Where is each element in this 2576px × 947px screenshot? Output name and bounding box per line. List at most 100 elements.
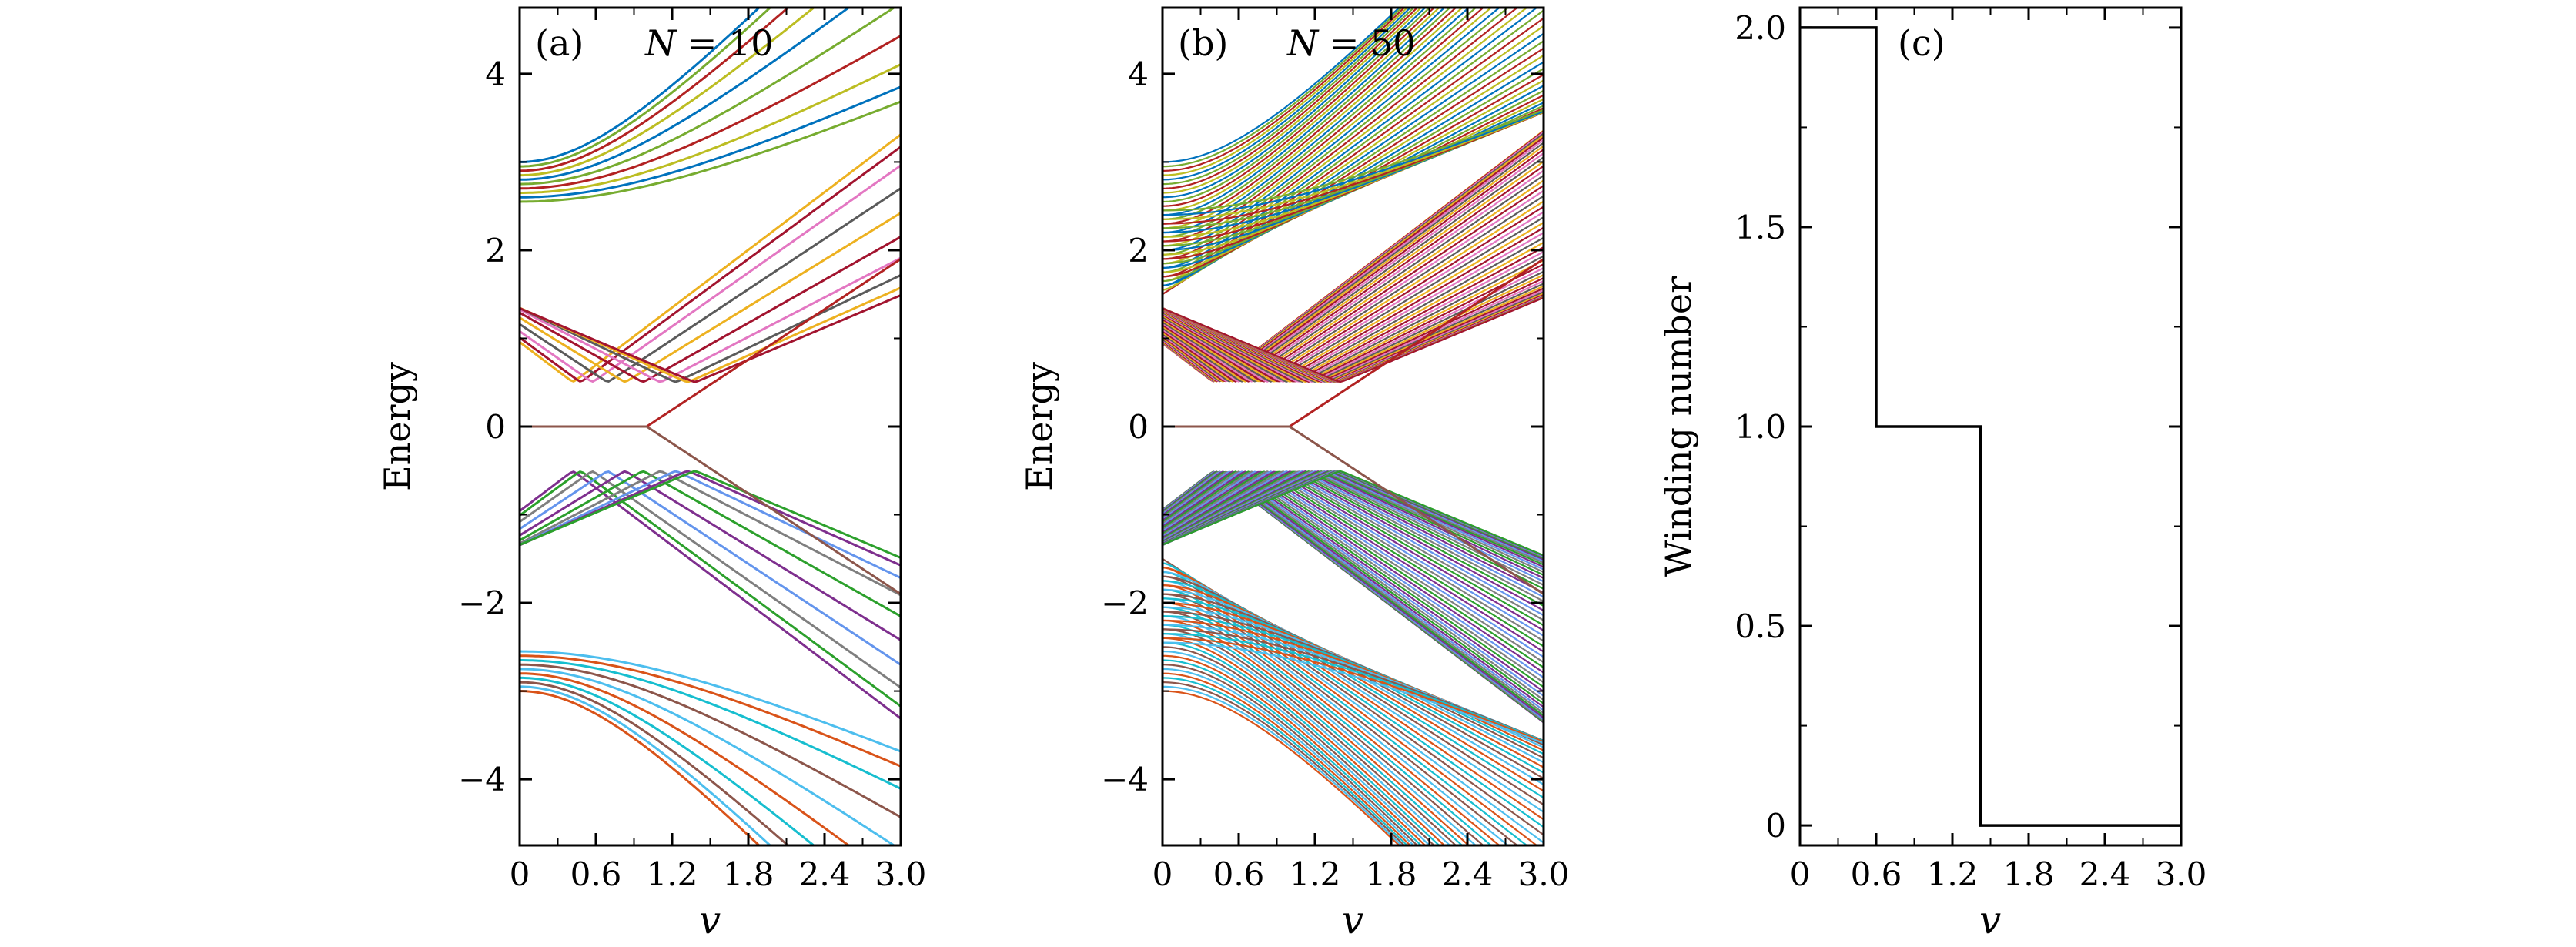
panel-a-band-line (520, 8, 761, 163)
panel-b-band-line (1163, 641, 1544, 745)
panel-b-band-line (1163, 593, 1519, 845)
panel-c-ytick-label: 1.5 (1735, 209, 1786, 246)
panel-b-band-line (1163, 232, 1544, 383)
panel-b-band-line (1163, 575, 1544, 836)
panel-b-band-line (1163, 8, 1415, 186)
panel-b-band-line (1163, 659, 1423, 845)
panel-c-ytick-label: 0 (1765, 807, 1786, 845)
panel-b-band-line (1163, 646, 1436, 845)
panel-b-band-line (1163, 633, 1544, 742)
panel-b-band-line (1163, 179, 1544, 383)
panel-a-band-line (520, 470, 901, 617)
panel-a-lines (520, 8, 901, 845)
panel-b-band-line (1163, 8, 1510, 256)
panel-b-band-line (1163, 668, 1415, 845)
panel-c-frame (1798, 6, 2183, 847)
panel-b-xtick-label: 2.4 (1442, 855, 1494, 893)
panel-b-xtick-label: 1.2 (1290, 855, 1341, 893)
panel-b-ticks: 0 0.6 1.2 1.8 2.4 3.0 −4 −2 0 2 4 (1101, 8, 1569, 893)
panel-b-band-line (1163, 216, 1544, 383)
panel-b-annotation: N = 50 (1286, 22, 1416, 64)
panel-b-band-line (1163, 654, 1427, 845)
panel-a-band-line (520, 685, 772, 845)
panel-b-band-line (1163, 109, 1544, 212)
panel-b-band-line (1163, 255, 1544, 383)
panel-b-band-line (1163, 584, 1538, 845)
panel-a-band-line (520, 100, 901, 203)
panel-c-ytick-label: 0.5 (1735, 607, 1786, 645)
panel-b-band-line (1163, 8, 1446, 216)
panel-c-xtick-label: 1.8 (2003, 855, 2055, 893)
panel-c-ytick-label: 2.0 (1735, 9, 1786, 47)
panel-b-band-line (1163, 8, 1519, 260)
panel-b-band-line (1163, 470, 1544, 648)
panel-b-band-line (1163, 211, 1544, 383)
panel-c-ylabel: Winding number (1658, 276, 1699, 577)
panel-a-band-line (520, 470, 901, 579)
panel-b-lines (1163, 8, 1544, 845)
panel-b-band-line (1163, 8, 1538, 269)
panel-a-edge-mode-line (520, 258, 901, 428)
panel-c-xtick-label: 0 (1790, 855, 1811, 893)
panel-b-band-line (1163, 8, 1440, 212)
panel-b-band-line (1163, 296, 1544, 383)
panel-b-band-line (1163, 470, 1544, 701)
panel-a-ytick-label: 2 (485, 232, 506, 269)
panel-a-ytick-label: −2 (458, 584, 506, 622)
panel-b-band-line (1163, 571, 1544, 828)
panel-b-band-line (1163, 226, 1544, 383)
panel-c-xtick-label: 1.2 (1927, 855, 1979, 893)
panel-a-band-line (520, 668, 896, 845)
panel-b-band-line (1163, 189, 1544, 383)
panel-b-band-line (1163, 246, 1544, 383)
panel-b-xtick-label: 0.6 (1213, 855, 1265, 893)
panel-a-band-line (520, 676, 816, 845)
panel-a: 0 0.6 1.2 1.8 2.4 3.0 −4 −2 0 2 4 (a) N = 10 Energ… (376, 6, 926, 942)
panel-a-band-line (520, 8, 896, 186)
panel-b-ylabel: Energy (1019, 362, 1060, 491)
panel-b-band-line (1163, 156, 1544, 383)
panel-b-band-line (1163, 8, 1419, 189)
panel-a-xtick-label: 3.0 (875, 855, 927, 893)
panel-a-annotation: N = 10 (644, 22, 774, 64)
panel-a-band-line (520, 35, 901, 190)
panel-b-band-line (1163, 470, 1544, 637)
panel-b-annotation-var: N (1286, 22, 1320, 64)
panel-c-label: (c) (1898, 22, 1945, 64)
panel-b-band-line (1163, 470, 1544, 627)
panel-a-ticks: 0 0.6 1.2 1.8 2.4 3.0 −4 −2 0 2 4 (458, 8, 926, 893)
panel-b-band-line (1163, 8, 1400, 163)
panel-b-band-line (1163, 470, 1544, 557)
panel-b-ytick-label: −4 (1101, 761, 1149, 798)
panel-a-ylabel: Energy (376, 362, 418, 491)
panel-b-xtick-label: 1.8 (1366, 855, 1417, 893)
panel-a-edge-mode-line (520, 425, 901, 595)
panel-b-band-line (1163, 200, 1544, 383)
panel-c-ytick-label: 1.0 (1735, 408, 1786, 446)
panel-a-band-line (520, 274, 901, 383)
panel-b-band-line (1163, 470, 1544, 658)
panel-a-band-line (520, 470, 901, 559)
panel-b-band-line (1163, 470, 1544, 664)
panel-b-xtick-label: 3.0 (1518, 855, 1570, 893)
panel-b-xlabel: v (1342, 898, 1363, 942)
panel-a-band-line (520, 654, 901, 768)
panel-b-xtick-label: 0 (1153, 855, 1173, 893)
panel-b-band-line (1163, 470, 1544, 632)
panel-a-band-line (520, 659, 901, 790)
panel-b-band-line (1163, 470, 1544, 684)
panel-a-xtick-label: 1.2 (647, 855, 698, 893)
panel-b-band-line (1163, 79, 1544, 273)
panel-a-label: (a) (535, 22, 584, 64)
panel-b-band-line (1163, 470, 1544, 688)
panel-a-band-line (520, 8, 772, 168)
panel-b-band-line (1163, 8, 1493, 247)
panel-a-band-line (520, 470, 901, 708)
panel-a-xtick-label: 2.4 (799, 855, 851, 893)
panel-a-band-line (520, 8, 851, 181)
panel-b-band-line (1163, 470, 1544, 697)
panel-b-band-line (1163, 8, 1501, 251)
panel-a-band-line (520, 470, 901, 689)
panel-b-ytick-label: −2 (1101, 584, 1149, 622)
panel-b-band-line (1163, 685, 1403, 845)
